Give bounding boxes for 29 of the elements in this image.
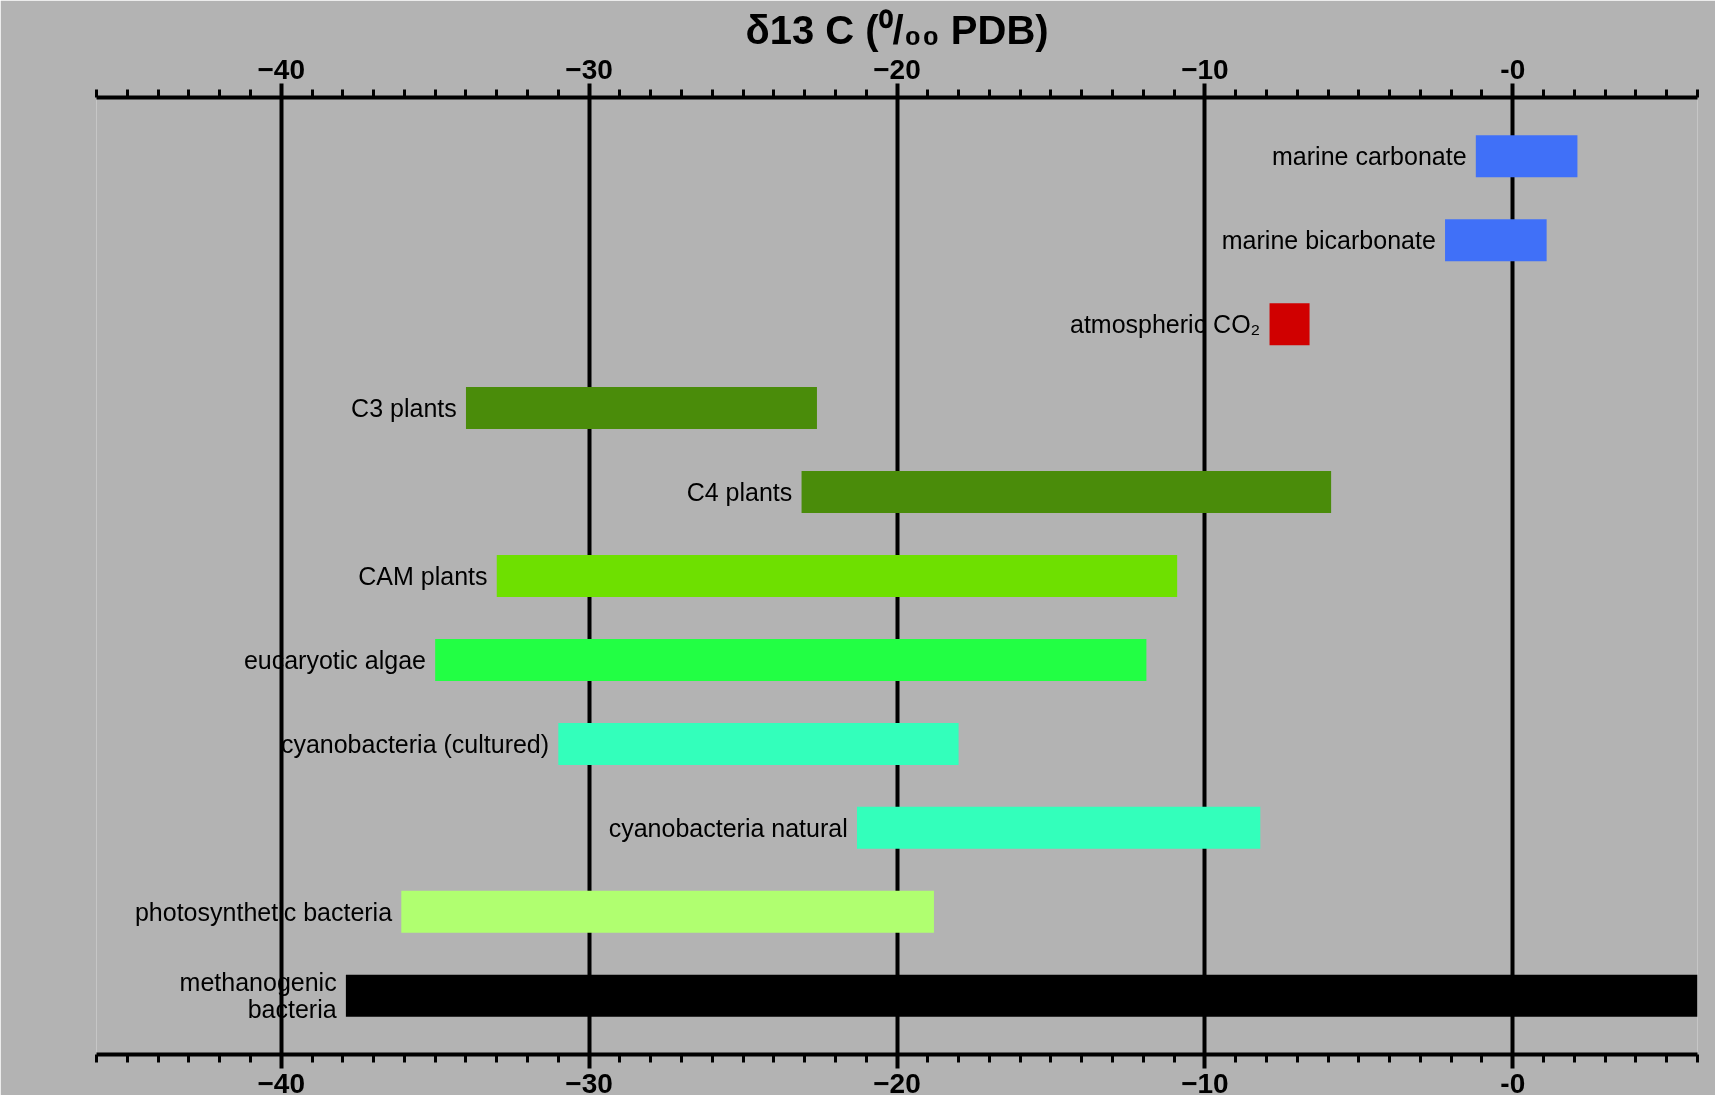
- x-tick-label: -0: [1500, 53, 1526, 85]
- x2-tick-label: −10: [1181, 1067, 1229, 1095]
- x2-tick-label: −30: [565, 1067, 613, 1095]
- y-tick-label: CAM plants: [358, 562, 488, 590]
- x2-tick-label: −40: [257, 1067, 305, 1095]
- chart-title: δ13 C (⁰/₀₀ PDB): [745, 7, 1049, 52]
- bar: [496, 555, 1178, 597]
- x2-tick-label: -0: [1500, 1067, 1526, 1095]
- y-tick-label: marine bicarbonate: [1221, 226, 1436, 255]
- x2-tick-label: −20: [873, 1067, 921, 1095]
- x-tick-label: −30: [565, 53, 613, 85]
- y-tick-label: marine carbonate: [1272, 142, 1467, 171]
- y-tick-label: cyanobacteria natural: [608, 813, 848, 842]
- bar: [856, 806, 1261, 849]
- bar: [1269, 303, 1310, 346]
- bar: [465, 387, 817, 430]
- bar: [1445, 219, 1547, 262]
- y-tick-label: cyanobacteria (cultured): [280, 729, 550, 758]
- y-tick-label: C4 plants: [686, 478, 793, 507]
- x-tick-label: −10: [1181, 53, 1229, 85]
- bar: [435, 638, 1147, 681]
- bar: [401, 890, 934, 933]
- bar: [801, 471, 1332, 514]
- bar: [558, 722, 959, 765]
- y-tick-label: atmospheric CO₂: [1069, 310, 1261, 339]
- y-tick-label: C3 plants: [351, 394, 457, 423]
- x-tick-label: −40: [257, 53, 305, 85]
- bar: [1475, 135, 1578, 178]
- x-tick-label: −20: [873, 53, 921, 85]
